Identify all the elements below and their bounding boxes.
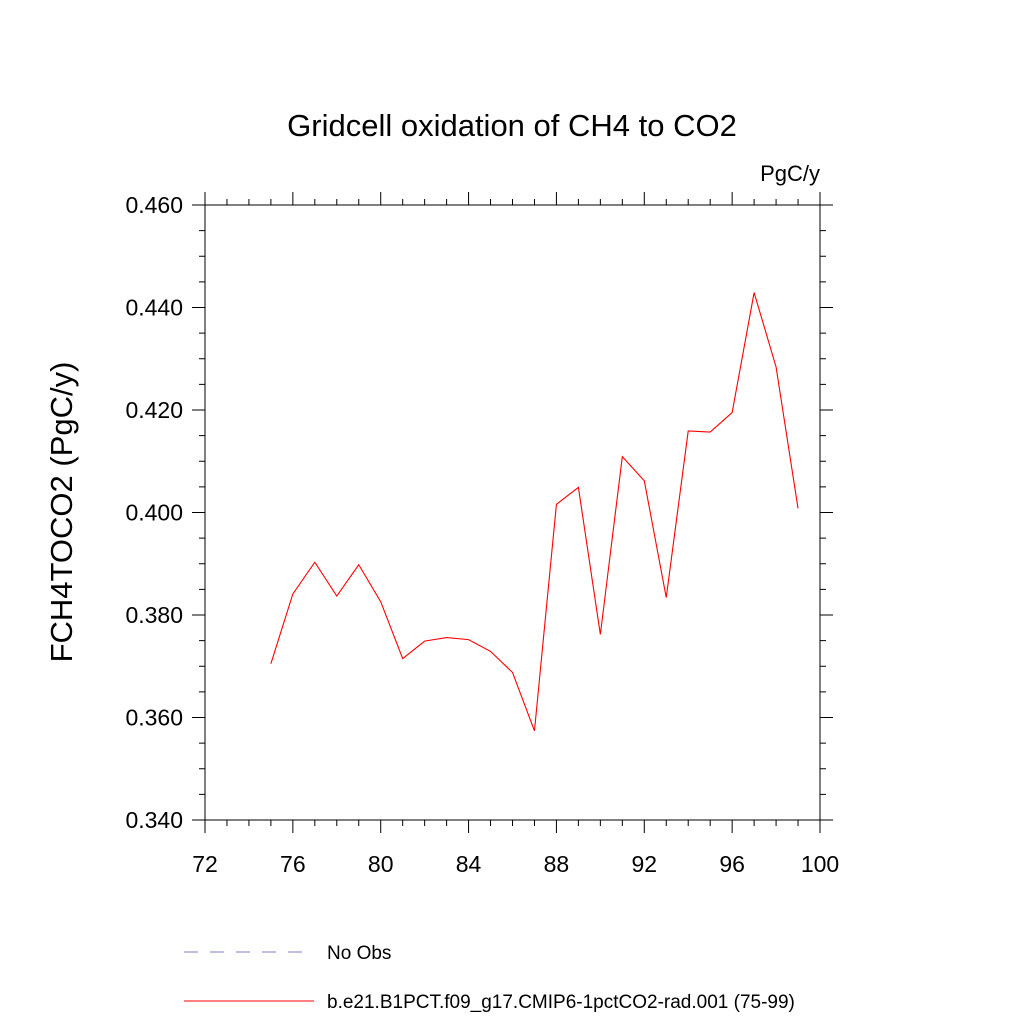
x-tick-label: 100: [801, 851, 839, 877]
x-tick-label: 92: [631, 851, 657, 877]
series-layer: [270, 292, 799, 732]
x-tick-label: 72: [192, 851, 218, 877]
y-tick-label: 0.400: [125, 500, 183, 526]
y-tick-label: 0.340: [125, 807, 183, 833]
legend-label: No Obs: [327, 943, 391, 964]
y-tick-label: 0.440: [125, 295, 183, 321]
axis-tick-labels: 72 76 80 84 88 92 96 100 0.340 0.360 0.380 0.400 0.4…: [125, 192, 839, 877]
y-tick-label: 0.460: [125, 192, 183, 218]
axis-ticks: [192, 192, 833, 833]
legend: No Obs b.e21.B1PCT.f09_g17.CMIP6-1pctCO2-…: [184, 943, 795, 1013]
series-line: [270, 292, 799, 732]
chart-title: Gridcell oxidation of CH4 to CO2: [287, 108, 737, 143]
units-label: PgC/y: [760, 161, 820, 186]
y-tick-label: 0.420: [125, 397, 183, 423]
legend-label: b.e21.B1PCT.f09_g17.CMIP6-1pctCO2-rad.00…: [327, 992, 795, 1013]
plot-frame: [204, 204, 821, 821]
x-tick-label: 80: [368, 851, 394, 877]
y-axis-label: FCH4TOCO2 (PgC/y): [44, 362, 79, 663]
x-tick-label: 76: [280, 851, 306, 877]
x-tick-label: 96: [719, 851, 745, 877]
y-tick-label: 0.380: [125, 602, 183, 628]
x-tick-label: 88: [544, 851, 570, 877]
y-tick-label: 0.360: [125, 705, 183, 731]
x-tick-label: 84: [456, 851, 482, 877]
